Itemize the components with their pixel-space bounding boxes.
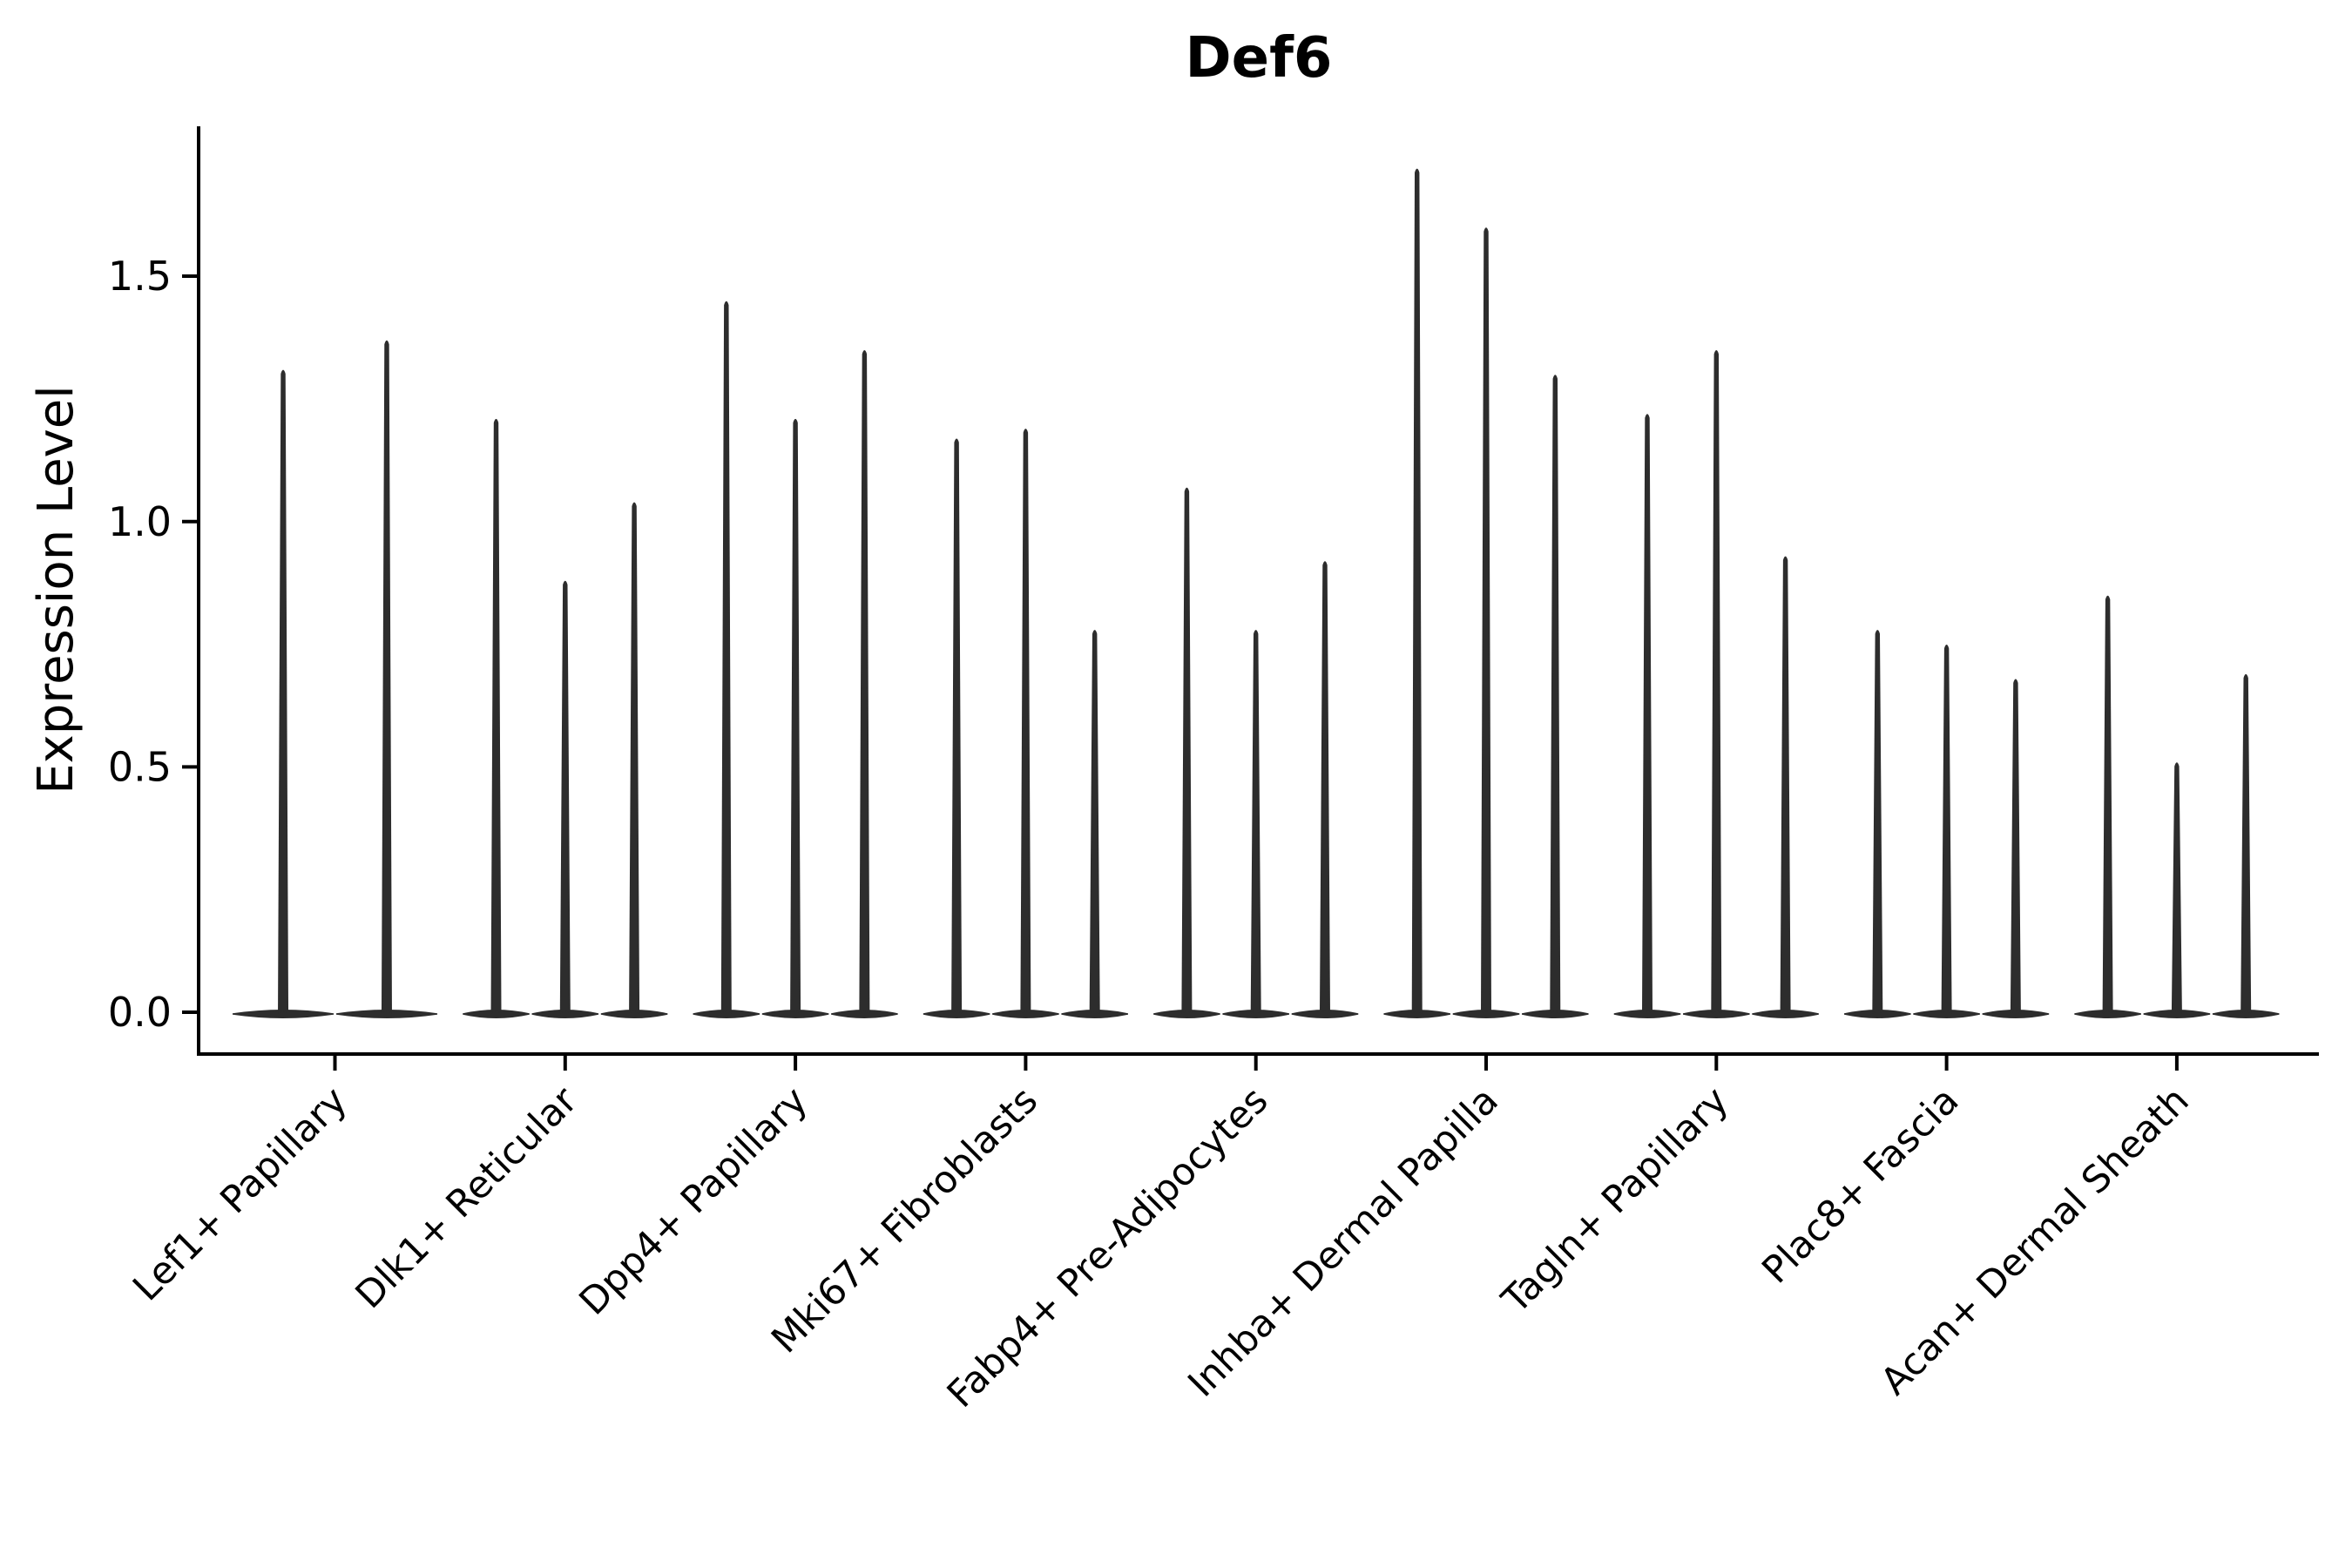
violin-base [1682,1010,1750,1018]
violin-spike [720,301,732,1014]
y-tick-label: 0.5 [108,743,172,790]
violin-group [1844,630,2050,1018]
violin-group [2074,595,2280,1018]
x-tick-label: Dpp4+ Papillary [571,1078,816,1323]
violin-base [1521,1010,1589,1018]
violin-group [232,340,438,1018]
violin-base [1982,1010,2050,1018]
x-tick-label: Tagln+ Papillary [1493,1078,1737,1322]
violin-spike [1711,350,1722,1014]
violin-spike [278,369,289,1014]
violin-base [761,1010,829,1018]
violin-base [1613,1010,1681,1018]
violin-spike [1872,630,1883,1014]
axes-spines [197,126,2319,1056]
violin-base [2212,1010,2280,1018]
violin-spike [1020,429,1031,1014]
violin-spike [2010,679,2021,1014]
violin-base [1913,1010,1980,1018]
violin-spike [1550,375,1561,1014]
x-tick-label: Plac8+ Fascia [1754,1078,1967,1292]
violin-spike [559,580,571,1014]
violin-spike [790,418,801,1014]
violin-base [1291,1010,1359,1018]
violin-spike [490,418,502,1014]
violin-base [1752,1010,1819,1018]
y-axis-label: Expression Level [28,385,84,794]
violin-base [992,1010,1059,1018]
x-tick-label: Lef1+ Papillary [125,1078,355,1309]
violin-group [923,429,1128,1018]
violin-base [693,1010,760,1018]
violin-base [1222,1010,1290,1018]
violin-spike [1411,168,1423,1014]
y-tick-label: 1.5 [108,253,172,300]
violin-spike [1941,645,1952,1014]
violin-spike [2171,762,2182,1014]
violin-group [693,301,898,1018]
violin-group [1613,350,1819,1018]
violin-spike [1089,630,1100,1014]
violin-spike [629,502,640,1014]
violin-base [232,1010,335,1018]
violin-spike [381,340,392,1014]
violin-group [463,418,668,1018]
violin-group [1383,168,1589,1018]
plot-title: Def6 [1186,26,1333,91]
violin-spike [1780,556,1791,1014]
violin-glyphs [232,168,2280,1018]
violin-base [831,1010,898,1018]
violin-base [1844,1010,1911,1018]
violin-base [1452,1010,1520,1018]
violin-base [531,1010,599,1018]
violin-base [1383,1010,1451,1018]
violin-base [2143,1010,2211,1018]
violin-base [463,1010,530,1018]
violin-base [2074,1010,2141,1018]
violin-spike [1481,227,1491,1014]
violin-spike [2102,595,2113,1014]
violin-spike [1642,414,1653,1014]
violin-base [335,1010,438,1018]
violin-spike [1250,630,1261,1014]
x-tick-label: Dlk1+ Reticular [348,1078,586,1317]
violin-group [1153,487,1359,1018]
violin-spike [2240,673,2252,1014]
y-axis-ticks: 0.0 0.5 1.0 1.5 [108,253,199,1036]
y-tick-label: 1.0 [108,498,172,545]
violin-base [600,1010,668,1018]
violin-spike [951,438,963,1014]
violin-spike [1319,561,1330,1014]
x-tick-label: Mki67+ Fibroblasts [763,1078,1046,1362]
y-tick-label: 0.0 [108,989,172,1036]
violin-spike [859,350,870,1014]
violin-base [923,1010,990,1018]
violin-base [1153,1010,1220,1018]
violin-spike [1181,487,1193,1014]
violin-base [1061,1010,1128,1018]
